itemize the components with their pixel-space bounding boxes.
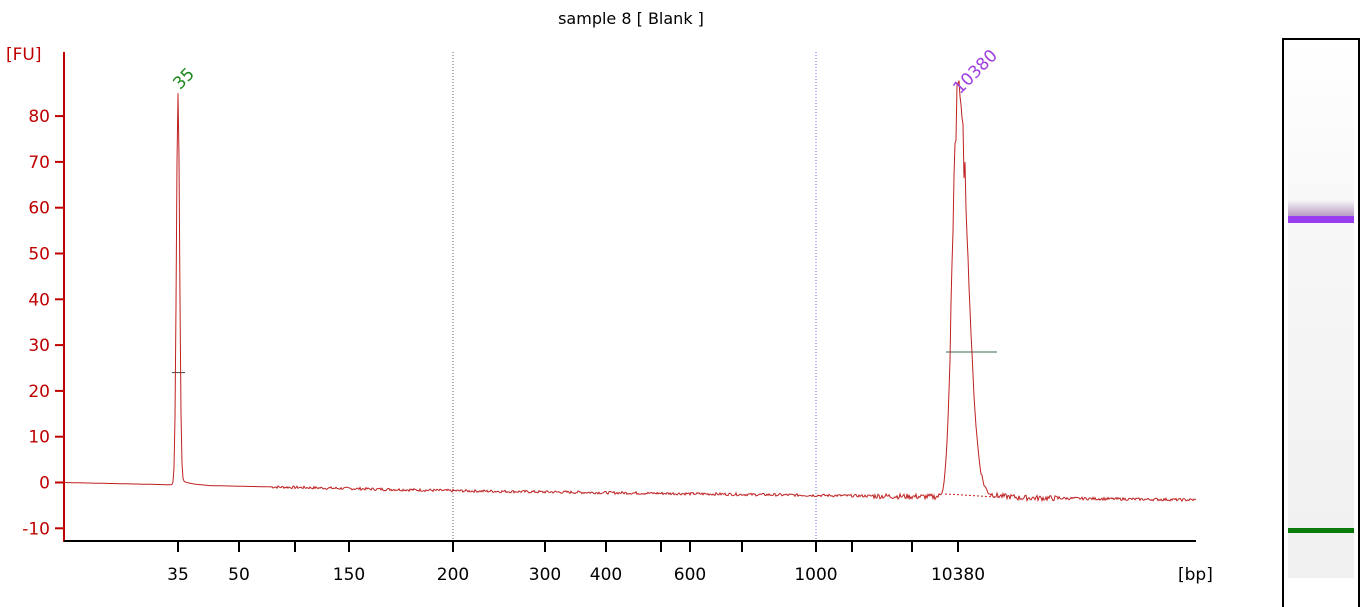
gel-band-glow xyxy=(1288,200,1354,218)
gel-lane-image xyxy=(1282,38,1360,607)
gel-lower-marker-band xyxy=(1288,528,1354,533)
data-series-trace xyxy=(64,80,1197,503)
y-tick-label: 50 xyxy=(28,245,50,265)
x-tick-label: 50 xyxy=(228,565,250,585)
y-tick-label: 40 xyxy=(28,290,50,310)
x-tick-label: 400 xyxy=(590,565,622,585)
gel-upper-marker-band xyxy=(1288,216,1354,223)
y-tick-label: 30 xyxy=(28,336,50,356)
peak-baseline xyxy=(944,493,999,498)
y-tick-label: 70 xyxy=(28,153,50,173)
x-tick-label: 10380 xyxy=(931,565,985,585)
y-tick-label: 20 xyxy=(28,382,50,402)
y-tick-label: 80 xyxy=(28,107,50,127)
y-tick-label: -10 xyxy=(22,519,50,539)
x-tick-label: 200 xyxy=(437,565,469,585)
chart-title: sample 8 [ Blank ] xyxy=(558,9,704,28)
x-tick-label: 150 xyxy=(333,565,365,585)
y-tick-label: 60 xyxy=(28,199,50,219)
y-axis-label: [FU] xyxy=(6,45,42,65)
x-tick-label: 35 xyxy=(167,565,189,585)
x-tick-label: 600 xyxy=(674,565,706,585)
x-tick-label: 1000 xyxy=(794,565,837,585)
peak-label-35: 35 xyxy=(169,64,198,93)
electropherogram-chart: sample 8 [ Blank ] [FU] [bp] -10 0 10 20 30 4… xyxy=(6,9,1213,585)
peak-label-10380: 10380 xyxy=(949,46,1001,98)
y-tick-label: 10 xyxy=(28,428,50,448)
gel-lane-background xyxy=(1288,40,1354,578)
y-tick-label: 0 xyxy=(39,474,50,494)
x-axis-label: [bp] xyxy=(1178,565,1213,585)
x-tick-label: 300 xyxy=(529,565,561,585)
